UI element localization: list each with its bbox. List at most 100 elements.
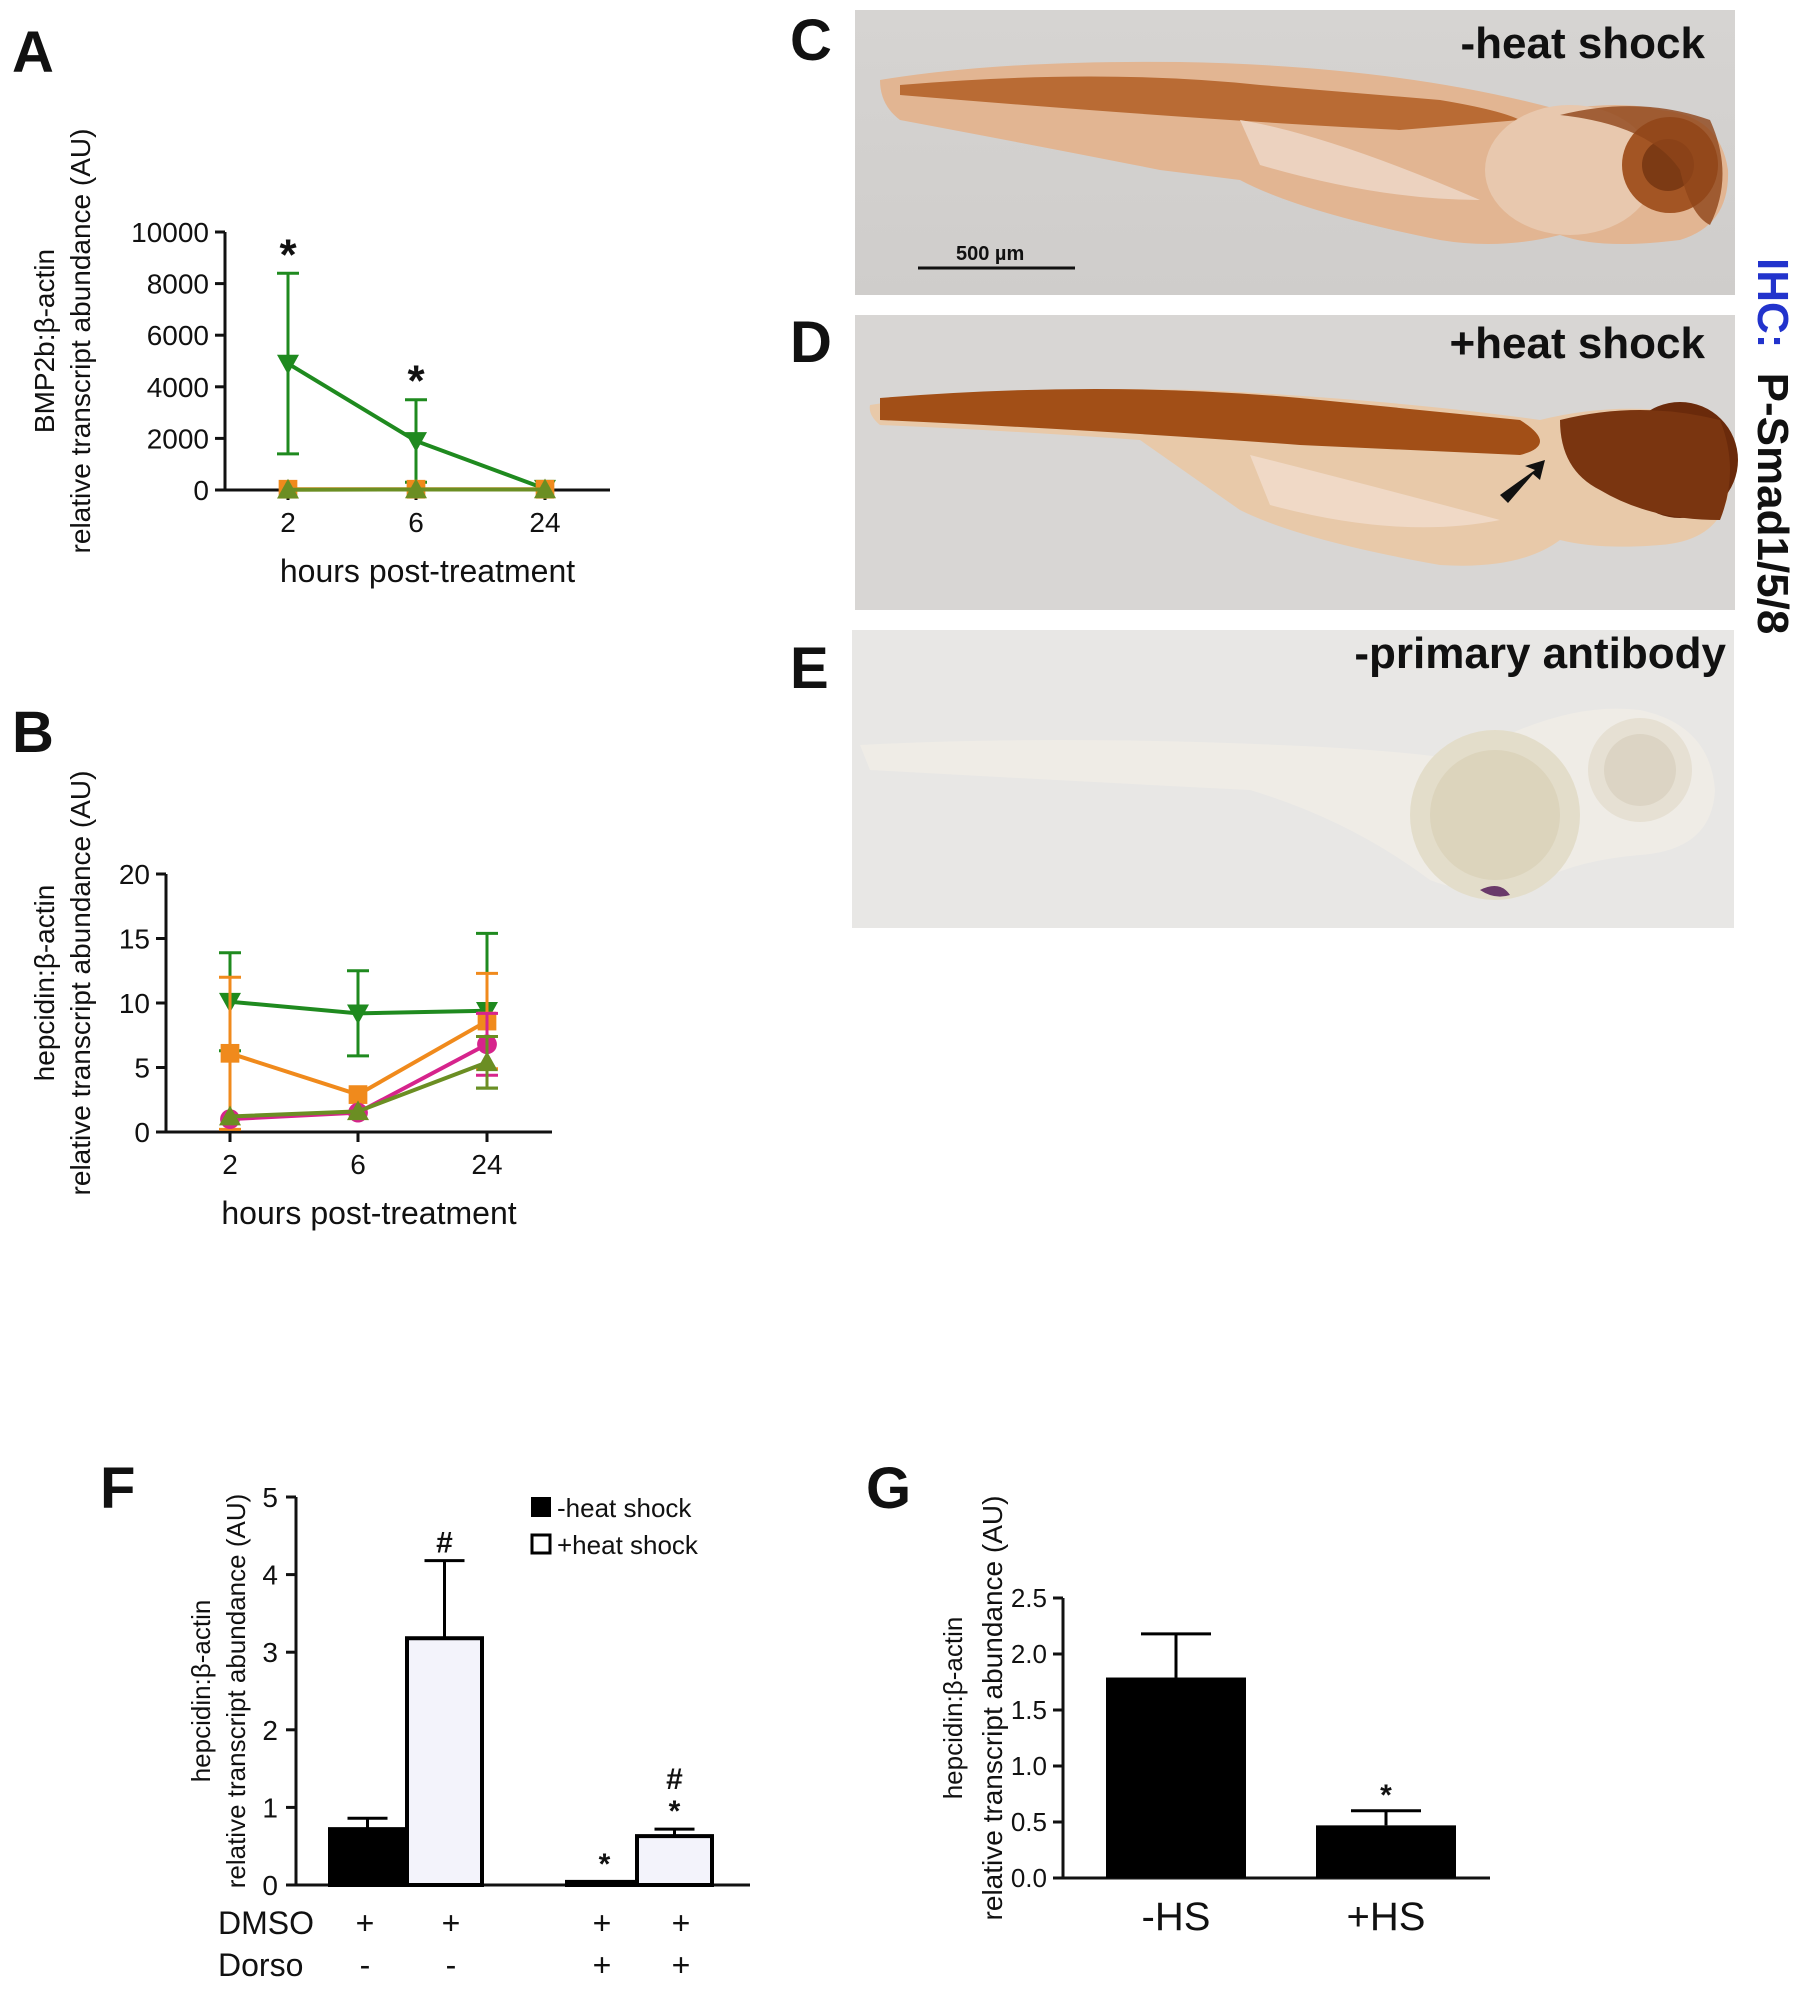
y-axis-title-line1: hepcidin:β-actin [29,885,60,1082]
y-tick-label: 4 [262,1560,278,1591]
y-tick-label: 1.0 [1011,1751,1047,1781]
y-axis-title-line2: relative transcript abundance (AU) [977,1496,1008,1921]
row-symbol: + [442,1905,461,1941]
data-point [347,1004,369,1025]
x-category-label: +HS [1347,1895,1426,1939]
legend-label-1: -heat shock [557,1493,692,1523]
y-tick-label: 0.0 [1011,1863,1047,1893]
y-tick-label: 0.5 [1011,1807,1047,1837]
chart-f: 0 1 2 3 4 5 hepcidin:β-actin relative transcrip… [186,1482,750,1983]
y-tick-label: 3 [262,1637,278,1668]
row-symbol: + [672,1947,691,1983]
row-symbol: + [356,1905,375,1941]
arrow-icon [1500,460,1545,503]
y-tick-label: 15 [119,924,150,955]
panel-letter-d: D [790,310,832,375]
photo-panel-c: 500 µm -heat shock [855,10,1735,295]
chart-g: 0.0 0.5 1.0 1.5 2.0 2.5 hepcidin:β-actin relati… [938,1496,1490,1939]
bar-annotation: * [599,1848,611,1881]
data-point [220,1043,240,1063]
svg-text:IHC: P-Smad1/5/8: IHC: P-Smad1/5/8 [1748,258,1797,634]
embryo-illustration [880,61,1729,245]
panel-letter-a: A [12,20,54,85]
side-label: IHC: P-Smad1/5/8 [1748,258,1797,634]
scale-bar-label: 500 µm [956,243,1024,265]
significance-marker: * [1380,1779,1392,1812]
y-tick-label: 5 [134,1053,150,1084]
photo-panel-d: +heat shock [855,315,1738,610]
x-axis-title: hours post-treatment [280,553,575,589]
y-tick-label: 6000 [147,320,209,351]
x-tick-label: 24 [471,1149,502,1180]
bar-annotation-2: # [666,1763,683,1796]
data-point [277,354,299,375]
chart-b: 0 5 10 15 20 2 6 24 hours post-treatment hepcidin… [29,771,552,1231]
row-label-2: Dorso [218,1947,303,1983]
y-tick-label: 0 [193,475,209,506]
x-axis-title: hours post-treatment [221,1195,516,1231]
y-axis-title-line1: BMP2b:β-actin [29,249,60,433]
y-axis-title-line2: relative transcript abundance (AU) [65,129,96,554]
y-tick-label: 2 [262,1715,278,1746]
y-axis-title-line2: relative transcript abundance (AU) [65,771,96,1196]
bar-2 [405,1636,484,1888]
y-tick-label: 8000 [147,269,209,300]
panel-letter-g: G [866,1456,911,1521]
panel-letter-e: E [790,636,829,701]
embryo-illustration [869,389,1738,566]
data-point [277,478,299,499]
x-tick-label: 6 [350,1149,366,1180]
data-point [476,1051,498,1072]
y-tick-label: 10000 [131,217,209,248]
y-axis-title-line1: hepcidin:β-actin [938,1617,968,1800]
side-label-prefix: IHC: [1748,258,1797,348]
series-olive [277,478,556,499]
legend-label-2: +heat shock [557,1530,699,1560]
bar-annotation: * [669,1795,681,1828]
y-tick-label: 5 [262,1482,278,1513]
y-tick-label: 1.5 [1011,1695,1047,1725]
bar-4 [635,1834,714,1888]
photo-label-d: +heat shock [1449,319,1705,368]
photo-label-e: -primary antibody [1354,629,1726,678]
panel-letter-f: F [100,1456,135,1521]
y-tick-label: 4000 [147,372,209,403]
y-tick-label: 10 [119,988,150,1019]
y-tick-label: 1 [262,1792,278,1823]
row-symbol: - [446,1947,457,1983]
legend-swatch-open [530,1533,552,1555]
y-tick-label: 2.5 [1011,1583,1047,1613]
data-point [405,432,427,452]
panel-letter-c: C [790,8,832,73]
significance-marker: * [407,357,425,406]
y-axis-title-line1: hepcidin:β-actin [186,1600,216,1783]
row-symbol: + [593,1947,612,1983]
x-tick-label: 2 [222,1149,238,1180]
x-tick-label: 2 [280,507,296,538]
data-point [219,1105,241,1126]
y-tick-label: 2000 [147,423,209,454]
y-axis-title-line2: relative transcript abundance (AU) [221,1494,251,1889]
data-point [534,478,556,499]
photo-panel-e: -primary antibody [852,629,1734,928]
row-symbol: + [672,1905,691,1941]
y-tick-label: 0 [134,1117,150,1148]
data-point [405,478,427,499]
y-tick-label: 20 [119,859,150,890]
x-tick-label: 24 [529,507,560,538]
panel-letter-b: B [12,700,54,765]
row-symbol: - [360,1947,371,1983]
bar--HS [1106,1677,1246,1878]
row-symbol: + [593,1905,612,1941]
y-tick-label: 0 [262,1870,278,1901]
bar-+HS [1316,1825,1456,1878]
data-point [347,1100,369,1121]
bar-3 [565,1879,644,1887]
significance-marker: * [279,230,297,279]
side-label-main: P-Smad1/5/8 [1748,373,1797,635]
series-olive [219,1035,498,1126]
embryo-illustration [860,708,1715,900]
photo-label-c: -heat shock [1460,19,1705,68]
row-label-1: DMSO [218,1905,314,1941]
